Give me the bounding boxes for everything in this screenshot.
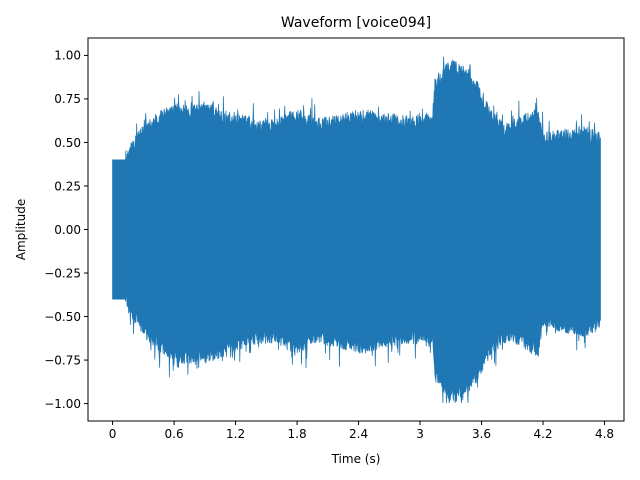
y-tick-label: 1.00 <box>54 49 81 63</box>
waveform-series-0 <box>112 56 601 404</box>
plot-area <box>112 56 601 404</box>
x-tick-label: 2.4 <box>349 427 368 441</box>
y-tick-label: 0.50 <box>54 136 81 150</box>
chart-title: Waveform [voice094] <box>281 15 431 31</box>
y-axis: −1.00 −0.75 −0.50 −0.25 0.00 0.25 0.50 0.75 1.00 <box>44 49 88 411</box>
x-tick-label: 3 <box>416 427 424 441</box>
y-axis-label: Amplitude <box>14 199 28 261</box>
y-tick-label: −0.50 <box>44 310 81 324</box>
x-tick-label: 4.2 <box>533 427 552 441</box>
y-tick-label: −0.75 <box>44 353 81 367</box>
x-axis-label: Time (s) <box>331 452 381 466</box>
y-tick-label: 0.25 <box>54 179 81 193</box>
x-tick-label: 1.2 <box>226 427 245 441</box>
y-tick-label: −0.25 <box>44 266 81 280</box>
x-tick-label: 0 <box>109 427 117 441</box>
x-tick-label: 4.8 <box>595 427 614 441</box>
y-tick-label: −1.00 <box>44 397 81 411</box>
x-axis: 0 0.6 1.2 1.8 2.4 3 3.6 4.2 4.8 <box>109 421 614 441</box>
x-tick-label: 0.6 <box>165 427 184 441</box>
y-tick-label: 0.75 <box>54 92 81 106</box>
y-tick-label: 0.00 <box>54 223 81 237</box>
x-tick-label: 3.6 <box>472 427 491 441</box>
x-tick-label: 1.8 <box>288 427 307 441</box>
